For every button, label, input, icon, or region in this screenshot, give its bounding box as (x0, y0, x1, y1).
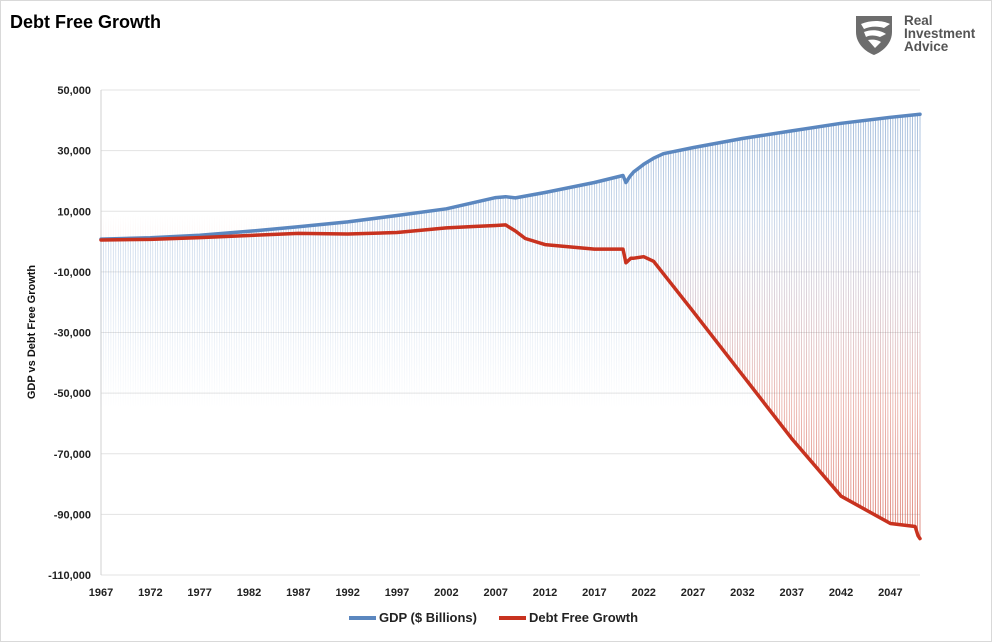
x-tick-label: 1972 (138, 587, 162, 599)
x-tick-label: 2037 (779, 587, 803, 599)
brand-logo: Real Investment Advice (852, 12, 987, 56)
x-tick-label: 2027 (681, 587, 705, 599)
x-tick-label: 1992 (335, 587, 359, 599)
y-tick-label: -90,000 (54, 509, 91, 521)
x-tick-label: 2007 (483, 587, 507, 599)
logo-line-2: Investment (904, 26, 976, 41)
x-axis-ticks: 1967 1972 1977 1982 1987 1992 1997 2002 2007 2012… (89, 587, 903, 599)
y-tick-label: 10,000 (57, 206, 91, 218)
gdp-drop-lines (100, 114, 921, 409)
x-tick-label: 2002 (434, 587, 458, 599)
x-tick-label: 2042 (829, 587, 853, 599)
x-tick-label: 1977 (187, 587, 211, 599)
legend: GDP ($ Billions) Debt Free Growth (349, 610, 638, 625)
y-tick-label: -110,000 (48, 570, 91, 582)
y-tick-label: -70,000 (54, 449, 91, 461)
x-tick-label: 1967 (89, 587, 113, 599)
y-axis-ticks: 50,000 30,000 10,000 -10,000 -30,000 -50,000 -… (48, 85, 91, 582)
y-axis-label: GDP vs Debt Free Growth (26, 265, 38, 400)
x-tick-label: 1982 (237, 587, 261, 599)
legend-label: Debt Free Growth (529, 610, 638, 625)
logo-line-1: Real (904, 13, 933, 28)
shield-eagle-icon (856, 16, 892, 55)
debt-free-growth-series-line (99, 223, 922, 541)
logo-line-3: Advice (904, 39, 949, 54)
x-tick-label: 1997 (385, 587, 409, 599)
legend-item-gdp: GDP ($ Billions) (349, 610, 477, 625)
x-tick-label: 2032 (730, 587, 754, 599)
logo-wordmark: Real Investment Advice (904, 13, 976, 54)
chart-title: Debt Free Growth (10, 12, 162, 32)
x-tick-label: 2022 (631, 587, 655, 599)
drop-lines (100, 114, 921, 539)
y-tick-label: 50,000 (57, 85, 91, 97)
gdp-series-line (99, 112, 922, 241)
legend-label: GDP ($ Billions) (379, 610, 477, 625)
y-tick-label: -50,000 (54, 388, 91, 400)
x-tick-label: 2047 (878, 587, 902, 599)
y-tick-label: -30,000 (54, 328, 91, 340)
x-tick-label: 2012 (533, 587, 557, 599)
y-tick-label: 30,000 (57, 146, 91, 158)
series-lines (99, 112, 922, 541)
legend-item-debt-free-growth: Debt Free Growth (499, 610, 638, 625)
x-tick-label: 2017 (582, 587, 606, 599)
x-tick-label: 1987 (286, 587, 310, 599)
y-tick-label: -10,000 (54, 267, 91, 279)
